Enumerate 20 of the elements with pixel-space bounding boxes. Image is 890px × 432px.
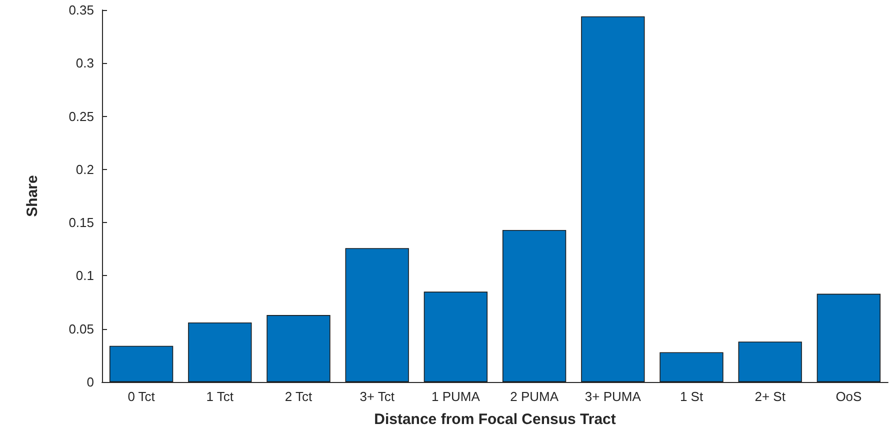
y-tick-label: 0 — [86, 374, 94, 390]
y-tick-label: 0.15 — [68, 215, 94, 230]
y-tick-label: 0.2 — [76, 162, 94, 177]
x-tick-label: 1 St — [680, 389, 704, 404]
x-tick-label: 1 Tct — [206, 389, 234, 404]
y-tick-label: 0.1 — [76, 268, 94, 284]
y-tick-label: 0.35 — [68, 2, 94, 18]
x-tick-label: 2 Tct — [284, 389, 312, 404]
x-tick-label: 2+ St — [754, 389, 786, 404]
y-tick-label: 0.25 — [68, 108, 94, 124]
y-tick-label: 0.05 — [68, 321, 94, 336]
x-tick-label: 2 PUMA — [510, 389, 559, 404]
x-tick-label: 3+ PUMA — [584, 389, 642, 404]
y-axis-title: Share — [24, 175, 41, 217]
x-tick-label: 1 PUMA — [431, 389, 480, 404]
x-tick-label: 3+ Tct — [360, 389, 395, 404]
x-tick-label: OoS — [836, 389, 862, 404]
x-axis-title: Distance from Focal Census Tract — [374, 411, 616, 428]
y-tick-label: 0.3 — [76, 56, 94, 71]
x-tick-label: 0 Tct — [128, 389, 156, 404]
